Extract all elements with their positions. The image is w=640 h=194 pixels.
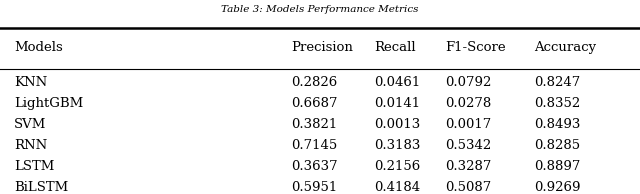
Text: Recall: Recall: [374, 41, 416, 54]
Text: 0.5087: 0.5087: [445, 181, 491, 194]
Text: 0.0461: 0.0461: [374, 76, 420, 89]
Text: Models: Models: [14, 41, 63, 54]
Text: Precision: Precision: [291, 41, 353, 54]
Text: Table 3: Models Performance Metrics: Table 3: Models Performance Metrics: [221, 5, 419, 14]
Text: SVM: SVM: [14, 118, 47, 131]
Text: LSTM: LSTM: [14, 160, 54, 173]
Text: F1-Score: F1-Score: [445, 41, 506, 54]
Text: RNN: RNN: [14, 139, 47, 152]
Text: 0.3821: 0.3821: [291, 118, 337, 131]
Text: 0.0013: 0.0013: [374, 118, 420, 131]
Text: 0.3637: 0.3637: [291, 160, 338, 173]
Text: 0.8352: 0.8352: [534, 97, 580, 110]
Text: 0.5342: 0.5342: [445, 139, 491, 152]
Text: 0.0141: 0.0141: [374, 97, 420, 110]
Text: KNN: KNN: [14, 76, 47, 89]
Text: 0.6687: 0.6687: [291, 97, 338, 110]
Text: BiLSTM: BiLSTM: [14, 181, 68, 194]
Text: 0.2156: 0.2156: [374, 160, 420, 173]
Text: 0.8285: 0.8285: [534, 139, 580, 152]
Text: Accuracy: Accuracy: [534, 41, 596, 54]
Text: 0.0017: 0.0017: [445, 118, 491, 131]
Text: LightGBM: LightGBM: [14, 97, 83, 110]
Text: 0.5951: 0.5951: [291, 181, 337, 194]
Text: 0.0792: 0.0792: [445, 76, 491, 89]
Text: 0.8493: 0.8493: [534, 118, 580, 131]
Text: 0.4184: 0.4184: [374, 181, 420, 194]
Text: 0.3183: 0.3183: [374, 139, 420, 152]
Text: 0.3287: 0.3287: [445, 160, 491, 173]
Text: 0.2826: 0.2826: [291, 76, 337, 89]
Text: 0.7145: 0.7145: [291, 139, 337, 152]
Text: 0.0278: 0.0278: [445, 97, 491, 110]
Text: 0.8897: 0.8897: [534, 160, 580, 173]
Text: 0.9269: 0.9269: [534, 181, 581, 194]
Text: 0.8247: 0.8247: [534, 76, 580, 89]
